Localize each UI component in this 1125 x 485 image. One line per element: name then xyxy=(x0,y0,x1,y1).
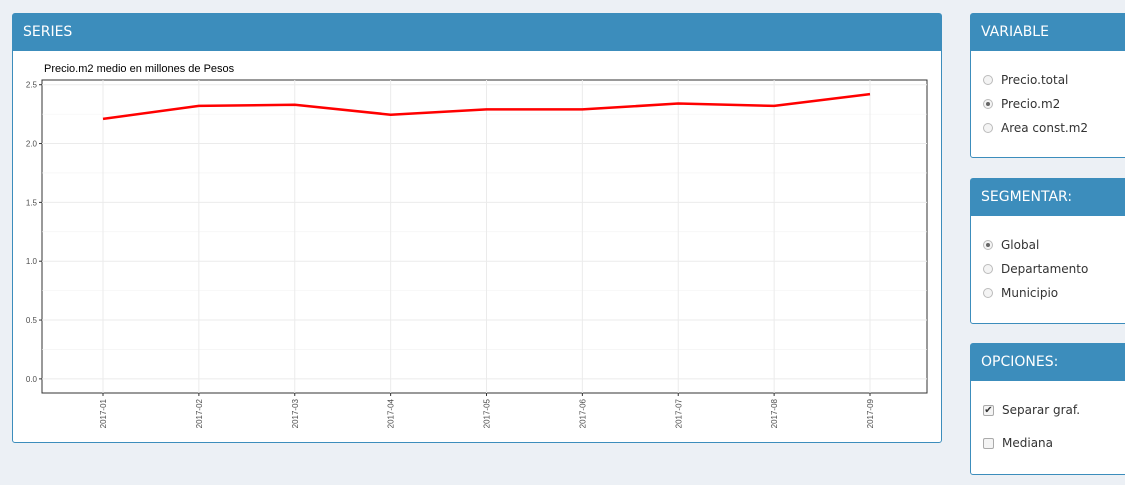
checkbox[interactable]: ✔ xyxy=(983,404,994,416)
radio-button[interactable] xyxy=(983,123,993,133)
radio-button[interactable] xyxy=(983,75,993,85)
opciones-box: OPCIONES: ✔ Separar graf. Mediana xyxy=(970,343,1125,475)
box-title: OPCIONES: xyxy=(971,344,1125,381)
y-tick-label: 0.5 xyxy=(26,316,38,325)
option-label[interactable]: Area const.m2 xyxy=(1001,121,1089,135)
radio-button[interactable] xyxy=(983,99,993,109)
radio-option[interactable]: Municipio xyxy=(983,286,1058,300)
y-tick-label: 1.5 xyxy=(26,198,38,207)
x-tick-label: 2017-07 xyxy=(674,398,683,428)
variable-box: VARIABLE Precio.total Precio.m2 Area const… xyxy=(970,13,1125,158)
x-tick-label: 2017-08 xyxy=(770,398,779,428)
option-label[interactable]: Precio.m2 xyxy=(1001,97,1061,111)
radio-button[interactable] xyxy=(983,264,993,274)
option-label[interactable]: Municipio xyxy=(1001,286,1059,300)
y-tick-label: 0.0 xyxy=(26,375,38,384)
box-title: VARIABLE xyxy=(971,14,1125,51)
y-tick-label: 2.5 xyxy=(26,81,38,90)
chart: Precio.m2 medio en millones de Pesos 0.0 0… xyxy=(26,63,928,428)
box-title: SERIES xyxy=(13,14,941,51)
x-tick-label: 2017-09 xyxy=(866,398,875,428)
y-tick-label: 1.0 xyxy=(26,257,38,266)
option-label[interactable]: Precio.total xyxy=(1001,73,1069,87)
checkbox-option[interactable]: Mediana xyxy=(983,436,1053,450)
radio-option[interactable]: Precio.total xyxy=(983,73,1068,87)
radio-option[interactable]: Area const.m2 xyxy=(983,121,1088,135)
x-tick-label: 2017-01 xyxy=(99,398,108,428)
radio-option[interactable]: Global xyxy=(983,238,1039,252)
x-tick-label: 2017-05 xyxy=(483,398,492,428)
checkbox[interactable] xyxy=(983,437,994,449)
chart-title: Precio.m2 medio en millones de Pesos xyxy=(44,63,235,75)
radio-option[interactable]: Departamento xyxy=(983,262,1088,276)
data-line xyxy=(102,92,871,121)
y-tick-label: 2.0 xyxy=(26,140,38,149)
radio-button[interactable] xyxy=(983,240,993,250)
radio-option[interactable]: Precio.m2 xyxy=(983,97,1060,111)
x-tick-label: 2017-03 xyxy=(291,398,300,428)
option-label[interactable]: Departamento xyxy=(1001,262,1089,276)
checkbox-option[interactable]: ✔ Separar graf. xyxy=(983,403,1080,417)
radio-button[interactable] xyxy=(983,288,993,298)
x-tick-label: 2017-04 xyxy=(387,398,396,428)
segmentar-box: SEGMENTAR: Global Departamento Municipio xyxy=(970,178,1125,324)
option-label[interactable]: Global xyxy=(1001,238,1040,252)
x-tick-label: 2017-06 xyxy=(578,398,587,428)
option-label[interactable]: Separar graf. xyxy=(1002,403,1081,417)
plot-area xyxy=(41,79,928,394)
option-label[interactable]: Mediana xyxy=(1002,436,1053,450)
box-title: SEGMENTAR: xyxy=(971,179,1125,216)
x-tick-label: 2017-02 xyxy=(195,398,204,428)
